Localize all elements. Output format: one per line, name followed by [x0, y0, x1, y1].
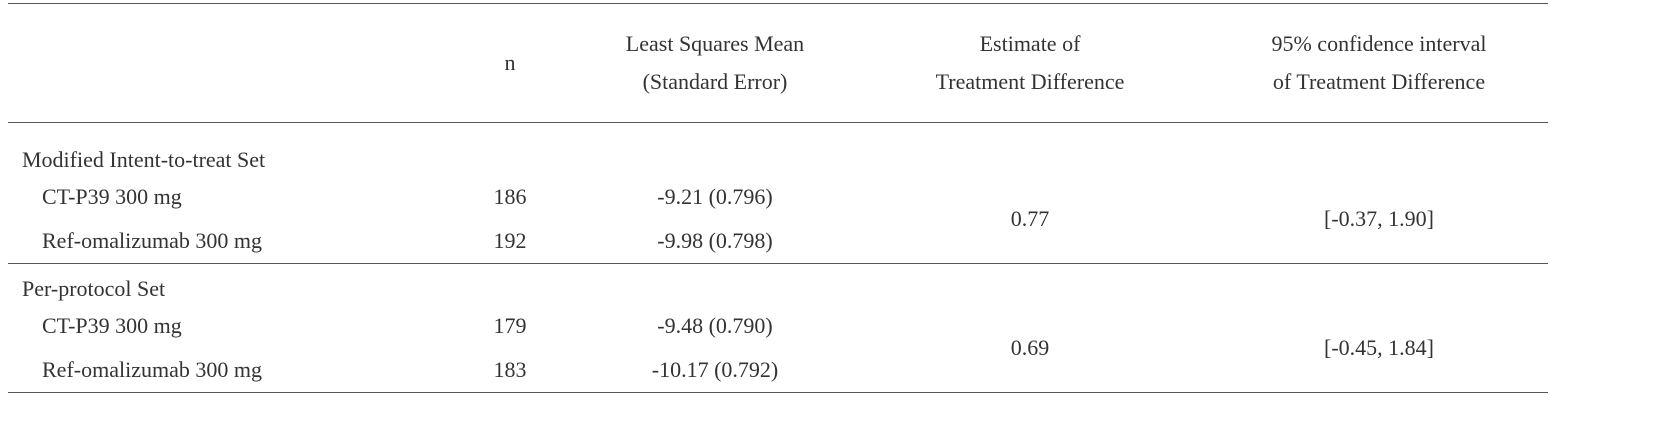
row-label: CT-P39 300 mg [42, 184, 182, 209]
data-cell: 192 [440, 219, 580, 264]
header-text: Least Squares Mean [625, 31, 805, 56]
data-cell: 179 [493, 313, 527, 338]
header-text: (Standard Error) [642, 69, 788, 94]
header-text: n [504, 50, 516, 75]
header-text: Estimate of [979, 31, 1081, 56]
data-cell: -9.48 (0.790) [657, 313, 773, 338]
data-cell: 186 [493, 184, 527, 209]
row-label: Ref-omalizumab 300 mg [8, 219, 440, 264]
header-row: n Least Squares Mean (Standard Error) Estim… [8, 3, 1548, 123]
table-header: n Least Squares Mean (Standard Error) Estim… [8, 3, 1548, 123]
data-row: Ref-omalizumab 300 mg 192 -9.98 (0.798) [8, 219, 1548, 264]
table-body: Modified Intent-to-treat Set CT-P39 300 m… [8, 123, 1548, 393]
section-row: Per-protocol Set [8, 264, 1548, 305]
data-cell: -9.98 (0.798) [580, 219, 850, 264]
header-cell [8, 3, 440, 123]
header-text: 95% confidence interval [1271, 31, 1487, 56]
data-row: CT-P39 300 mg 179 -9.48 (0.790) 0.69 [-0.45,… [8, 304, 1548, 393]
data-cell: -10.17 (0.792) [580, 348, 850, 393]
data-row: CT-P39 300 mg 186 -9.21 (0.796) 0.77 [-0.37,… [8, 175, 1548, 264]
data-cell: 183 [440, 348, 580, 393]
ci-cell: [-0.45, 1.84] [1210, 304, 1548, 393]
header-text: of Treatment Difference [1272, 69, 1486, 94]
row-label: CT-P39 300 mg [42, 313, 182, 338]
header-cell: Estimate of Treatment Difference [850, 3, 1210, 123]
data-row: Ref-omalizumab 300 mg 183 -10.17 (0.792) [8, 348, 1548, 393]
row-label: Ref-omalizumab 300 mg [8, 348, 440, 393]
section-label: Modified Intent-to-treat Set [22, 147, 266, 172]
header-cell: n [440, 3, 580, 123]
header-text: Treatment Difference [935, 69, 1125, 94]
data-cell: -9.21 (0.796) [657, 184, 773, 209]
header-cell: Least Squares Mean (Standard Error) [580, 3, 850, 123]
results-table: n Least Squares Mean (Standard Error) Estim… [8, 3, 1548, 393]
estimate-cell: 0.69 [850, 304, 1210, 393]
section-row: Modified Intent-to-treat Set [8, 123, 1548, 176]
estimate-cell: 0.77 [850, 175, 1210, 264]
ci-cell: [-0.37, 1.90] [1210, 175, 1548, 264]
header-cell: 95% confidence interval of Treatment Diff… [1210, 3, 1548, 123]
section-label: Per-protocol Set [22, 276, 166, 301]
